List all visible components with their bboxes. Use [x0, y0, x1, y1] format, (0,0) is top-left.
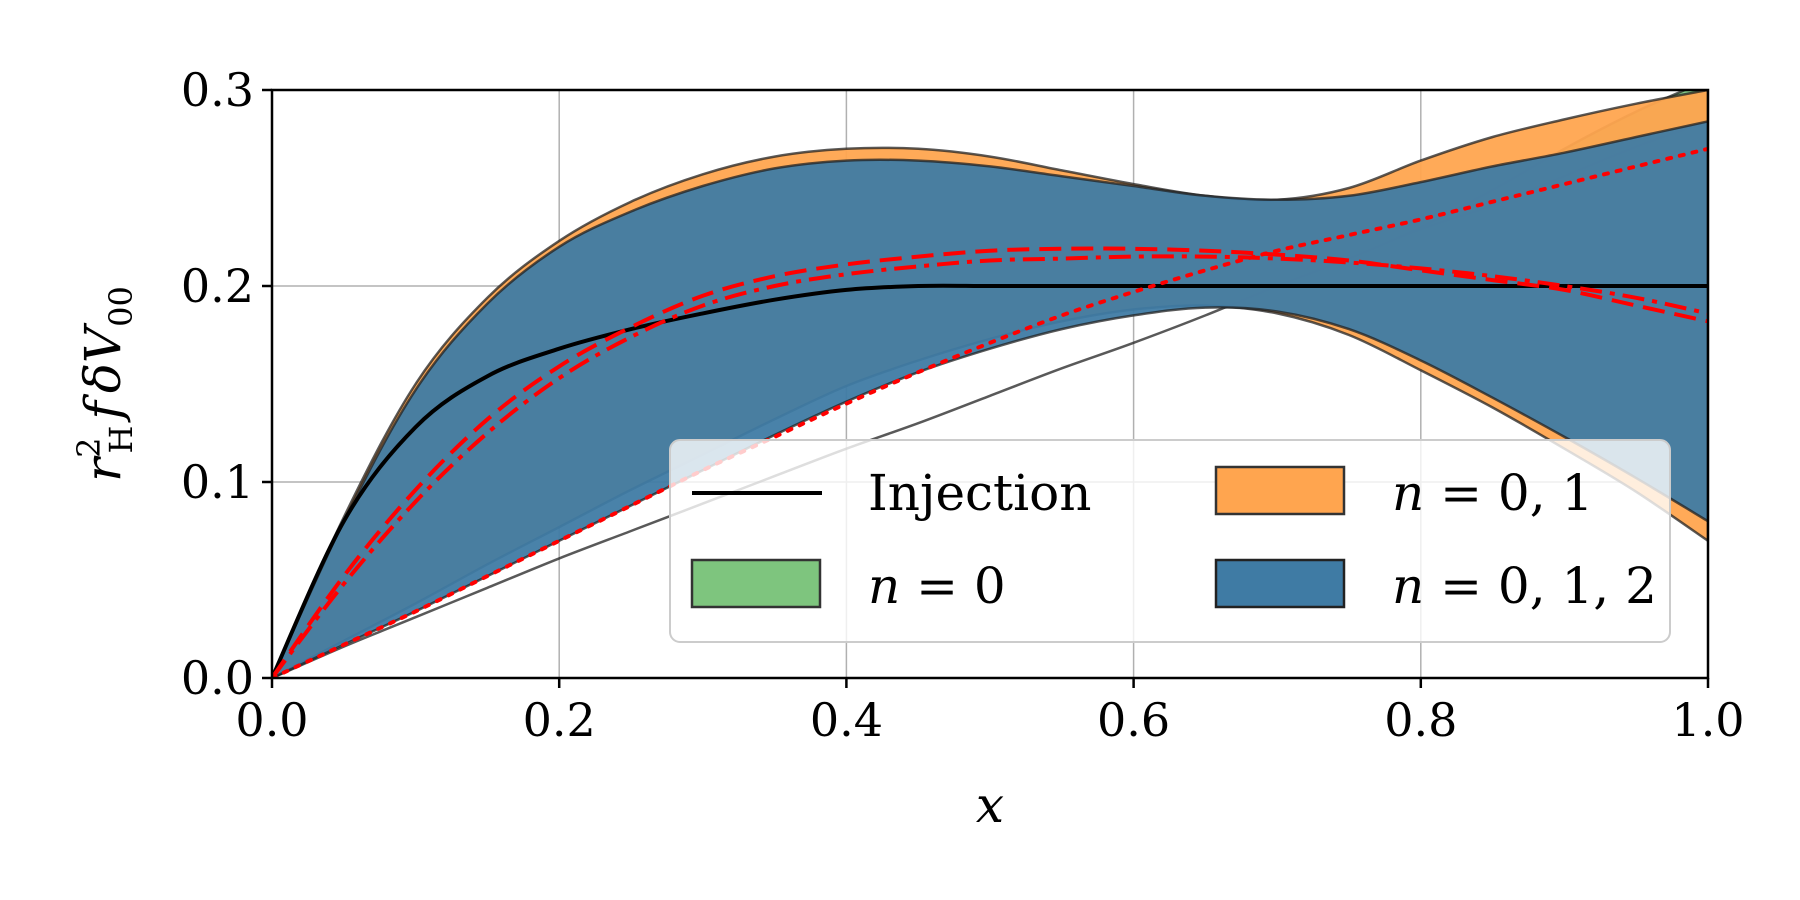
legend-frame — [669, 439, 1671, 643]
lines-group — [272, 146, 1708, 678]
y-title-sub: H — [102, 426, 140, 454]
y-title-f: f — [74, 394, 132, 424]
y-title-v: V — [74, 322, 132, 363]
y-title-sup: 2 — [70, 438, 108, 458]
legend-label-n01: n = 0, 1 — [1392, 464, 1593, 522]
y-tick-label: 0.2 — [181, 259, 254, 313]
line-dashed — [272, 246, 1708, 678]
legend-label-n0: n = 0 — [868, 557, 1006, 615]
x-tick-label: 0.2 — [523, 693, 596, 747]
legend: Injection n = 0, 1 n = 0 n = 0, 1, 2 — [669, 439, 1671, 643]
x-tick-label: 0.8 — [1384, 693, 1457, 747]
y-tick-label: 0.0 — [181, 651, 254, 705]
x-tick-label: 0.4 — [810, 693, 883, 747]
y-title-delta: δ — [74, 363, 132, 393]
ticks-group: 0.0 0.2 0.4 0.6 0.8 1.0 0.0 0.1 0.2 0.3 — [181, 63, 1745, 747]
x-axis-title: x — [976, 776, 1004, 834]
y-axis-title: r2HfδV00 — [70, 286, 140, 482]
line-injection — [272, 283, 1708, 678]
y-tick-label: 0.3 — [181, 63, 254, 117]
svg-text:r2HfδV00: r2HfδV00 — [70, 286, 140, 482]
y-tick-label: 0.1 — [181, 455, 254, 509]
x-tick-label: 0.0 — [235, 693, 308, 747]
x-tick-label: 0.6 — [1097, 693, 1170, 747]
x-tick-label: 1.0 — [1671, 693, 1744, 747]
legend-swatch-n012 — [1214, 558, 1346, 609]
y-title-v-sub: 00 — [102, 286, 140, 327]
plot-frame — [270, 88, 1710, 680]
legend-label-n012: n = 0, 1, 2 — [1392, 557, 1657, 615]
legend-swatch-n01 — [1214, 465, 1346, 516]
y-title-r: r — [74, 455, 132, 482]
line-dotted — [272, 146, 1708, 678]
legend-label-injection: Injection — [868, 464, 1091, 522]
line-dashdot — [272, 254, 1708, 678]
legend-swatch-n0 — [690, 558, 822, 609]
